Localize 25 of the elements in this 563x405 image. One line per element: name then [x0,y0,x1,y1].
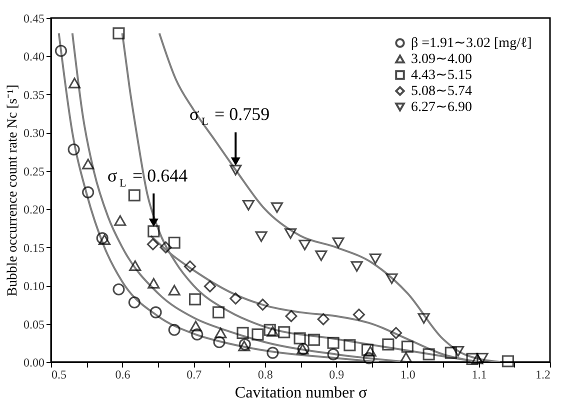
y-tick-label: 0.30 [24,126,44,140]
legend-label: 3.09∼4.00 [411,52,472,67]
y-tick-label: 0.10 [24,279,44,294]
x-tick-label: 1.2 [536,368,550,382]
y-tick-label: 0.45 [24,12,44,26]
legend-label: 4.43∼5.15 [411,68,472,83]
x-tick-label: 1.1 [472,368,487,382]
legend-label: 6.27∼6.90 [411,100,472,115]
y-tick-label: 0.00 [24,356,44,370]
y-tick-label: 0.25 [24,164,44,178]
y-tick-label: 0.20 [24,202,44,217]
y-tick-label: 0.35 [24,88,44,102]
x-tick-label: 0.8 [258,368,273,382]
legend-label: β =1.91∼3.02 [mg/ℓ] [411,36,532,51]
y-tick-label: 0.40 [24,50,44,64]
legend-label: 5.08∼5.74 [411,84,472,99]
x-tick-label: 1.0 [400,368,416,382]
y-tick-label: 0.05 [24,317,44,332]
y-tick-label: 0.15 [24,240,44,255]
x-tick-label: 0.5 [52,368,66,382]
x-axis-title: Cavitation number σ [234,384,368,402]
x-tick-label: 0.6 [115,368,130,382]
y-axis-title: Bubble occurrence count rate Nc [s⁻¹] [6,84,20,296]
x-tick-label: 0.7 [186,368,202,382]
x-tick-label: 0.9 [329,368,344,382]
